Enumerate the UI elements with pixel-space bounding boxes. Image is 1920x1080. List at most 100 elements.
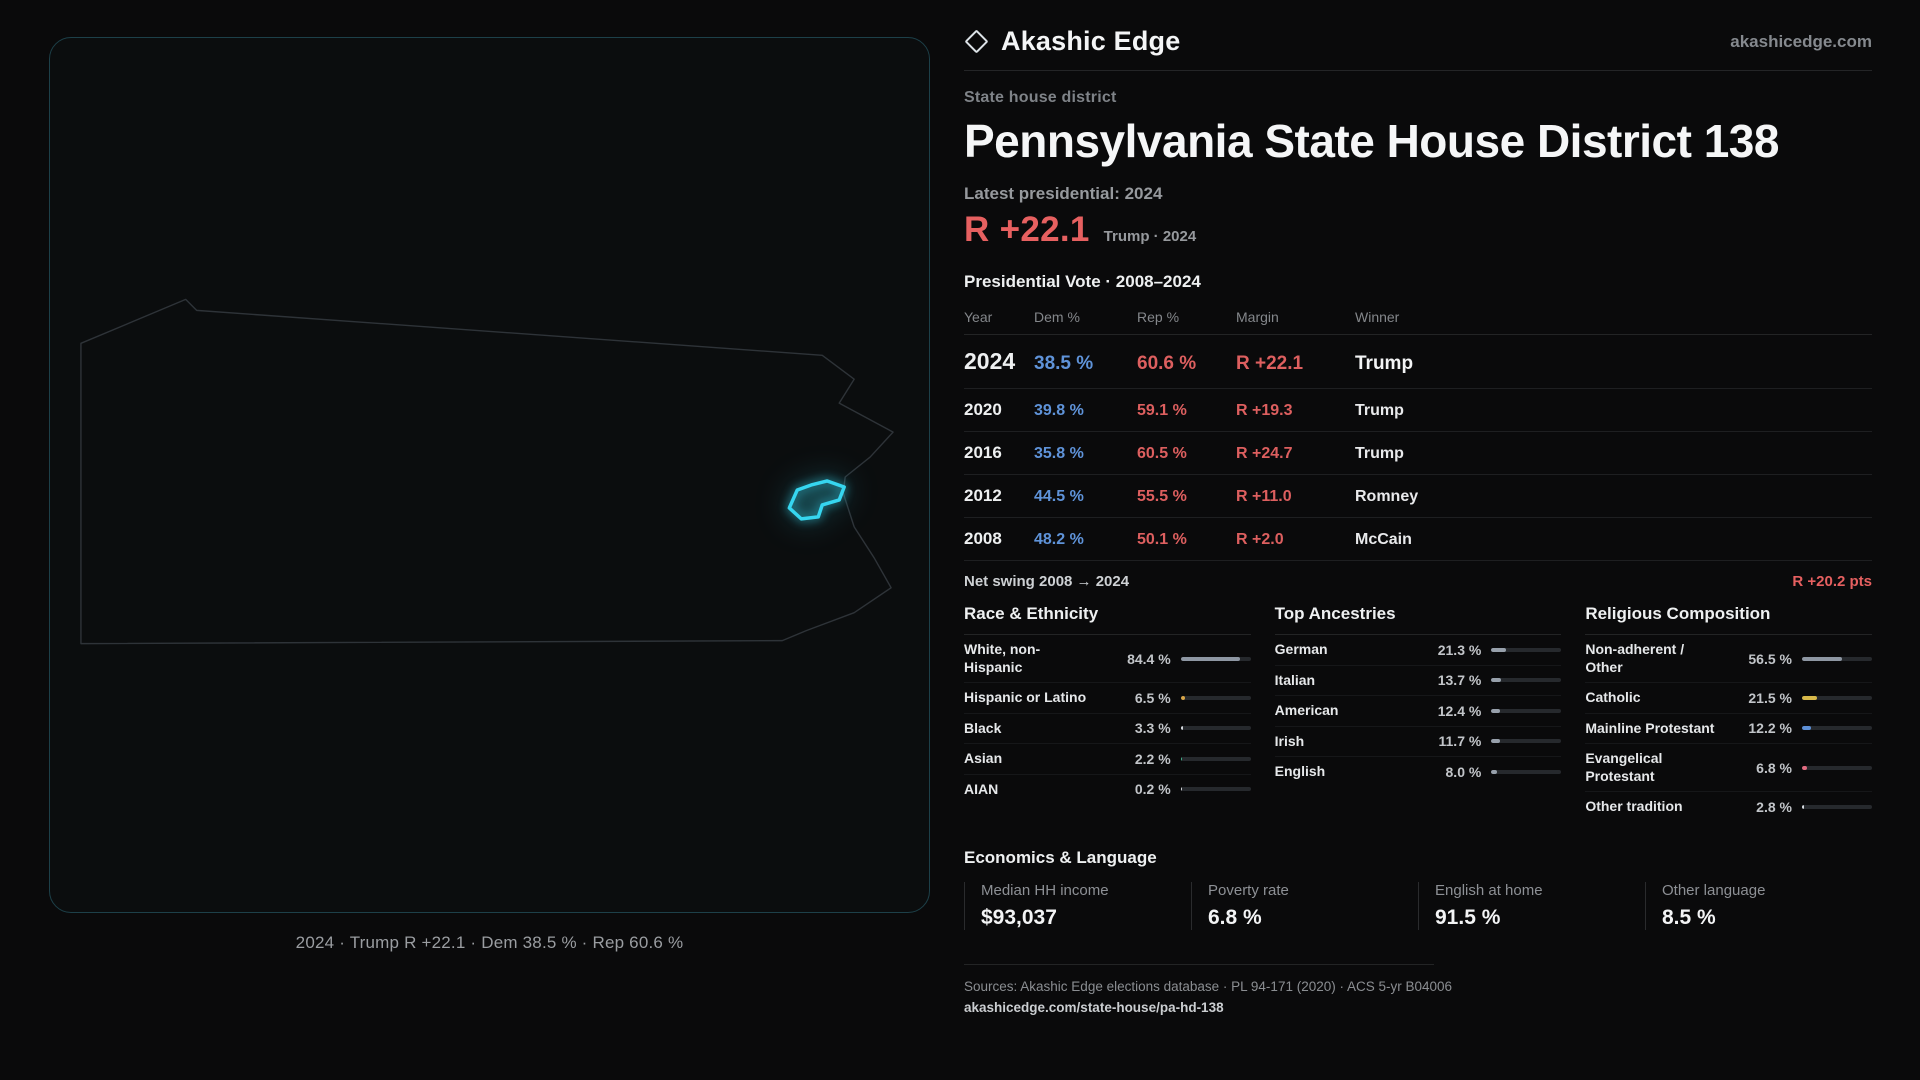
demo-label: Black — [964, 719, 1002, 736]
demo-bar-fill — [1180, 695, 1186, 700]
stat-label: Other language — [1662, 881, 1766, 899]
demo-label: Non-adherent / Other — [1585, 641, 1685, 675]
col-year: Year — [964, 309, 993, 325]
demo-value: 11.7 % — [1438, 733, 1482, 750]
cell-year: 2012 — [964, 486, 1002, 505]
demo-value: 6.8 % — [1756, 759, 1792, 776]
stat-label: English at home — [1435, 881, 1543, 899]
demo-label: Other tradition — [1585, 798, 1683, 814]
economics-stat: Median HH income $93,037 — [964, 881, 1191, 930]
demo-label: Catholic — [1585, 689, 1641, 705]
demo-label: Hispanic or Latino — [964, 689, 1087, 705]
vote-table-body: 2024 38.5 % 60.6 % R +22.1 Trump 2020 39… — [964, 335, 1872, 561]
cell-margin: R +24.7 — [1236, 445, 1293, 462]
econ-stats: Median HH income $93,037 Poverty rate 6.… — [964, 881, 1872, 930]
demo-label: American — [1274, 702, 1339, 718]
demo-bar-fill — [1801, 656, 1842, 661]
cell-dem: 35.8 % — [1034, 445, 1084, 462]
table-row: 2024 38.5 % 60.6 % R +22.1 Trump — [964, 335, 1872, 389]
cell-year: 2016 — [964, 443, 1002, 462]
latest-presidential-label: Latest presidential: 2024 — [964, 184, 1163, 203]
demo-bar-fill — [1491, 739, 1500, 744]
demo-value: 8.0 % — [1445, 763, 1482, 780]
cell-rep: 50.1 % — [1137, 531, 1187, 548]
district-138-shape[interactable] — [787, 479, 846, 521]
demo-section-title: Top Ancestries — [1274, 604, 1562, 635]
vote-table-header: Year Dem % Rep % Margin Winner — [964, 300, 1872, 335]
demo-bar-fill — [1180, 756, 1183, 761]
demo-bar-track — [1180, 787, 1251, 792]
diamond-logo-icon — [964, 29, 989, 54]
brand-name: Akashic Edge — [1001, 26, 1181, 56]
cell-margin: R +22.1 — [1236, 353, 1304, 374]
cell-winner: Trump — [1355, 445, 1404, 462]
demo-label: Mainline Protestant — [1585, 719, 1715, 736]
cell-dem: 39.8 % — [1034, 402, 1084, 419]
stat-value: $93,037 — [981, 905, 1057, 929]
demo-value: 6.5 % — [1134, 689, 1171, 706]
list-item: Black 3.3 % — [964, 714, 1251, 744]
col-margin: Margin — [1236, 309, 1279, 325]
list-item: Evangelical Protestant 6.8 % — [1585, 744, 1872, 792]
demo-list: Non-adherent / Other 56.5 % Catholic 21.… — [1585, 635, 1872, 822]
list-item: Catholic 21.5 % — [1585, 683, 1872, 714]
cell-year: 2020 — [964, 400, 1002, 419]
demographic-section: Top Ancestries German 21.3 % Italian 13.… — [1274, 604, 1562, 822]
demo-bar-fill — [1491, 708, 1500, 713]
stat-value: 91.5 % — [1435, 905, 1501, 929]
list-item: Hispanic or Latino 6.5 % — [964, 683, 1251, 714]
vote-table-title: Presidential Vote · 2008–2024 — [964, 272, 1201, 291]
cell-dem: 38.5 % — [1034, 353, 1094, 374]
demographics-grid: Race & Ethnicity White, non-Hispanic 84.… — [964, 604, 1872, 822]
col-rep: Rep % — [1137, 309, 1180, 325]
demo-label: AIAN — [964, 780, 999, 797]
permalink[interactable]: akashicedge.com/state-house/pa-hd-138 — [964, 999, 1224, 1015]
demo-label: Italian — [1274, 671, 1316, 688]
kicker: State house district — [964, 89, 1117, 106]
list-item: AIAN 0.2 % — [964, 775, 1251, 805]
cell-year: 2008 — [964, 529, 1002, 548]
economics-stat: Poverty rate 6.8 % — [1191, 881, 1418, 930]
demo-bar-track — [1180, 656, 1251, 661]
demo-bar-track — [1491, 769, 1562, 774]
demo-value: 21.3 % — [1437, 641, 1482, 658]
cell-margin: R +11.0 — [1236, 488, 1292, 505]
table-row: 2020 39.8 % 59.1 % R +19.3 Trump — [964, 389, 1872, 432]
demo-bar-fill — [1801, 765, 1807, 770]
net-swing-label: Net swing 2008 → 2024 — [964, 573, 1130, 590]
site-link[interactable]: akashicedge.com — [1730, 31, 1872, 51]
demo-section-title: Religious Composition — [1585, 604, 1872, 635]
footer-divider — [964, 963, 1434, 965]
pennsylvania-outline — [80, 298, 894, 645]
demo-bar-fill — [1801, 804, 1804, 809]
demo-value: 21.5 % — [1748, 689, 1792, 706]
stat-value: 8.5 % — [1662, 905, 1716, 929]
col-dem: Dem % — [1034, 309, 1080, 325]
demo-label: White, non-Hispanic — [964, 641, 1041, 675]
demo-bar-fill — [1491, 769, 1497, 774]
demo-bar-track — [1180, 726, 1251, 731]
demo-label: Irish — [1274, 732, 1305, 749]
demo-value: 0.2 % — [1134, 781, 1171, 798]
demo-bar-fill — [1801, 726, 1811, 731]
col-winner: Winner — [1355, 309, 1400, 325]
cell-winner: McCain — [1355, 531, 1412, 548]
demo-bar-fill — [1491, 678, 1501, 683]
demo-bar-track — [1801, 656, 1872, 661]
demo-bar-fill — [1491, 647, 1507, 652]
footer: Sources: Akashic Edge elections database… — [964, 963, 1872, 1015]
net-swing-value: R +20.2 pts — [1792, 573, 1872, 590]
report-panel: Akashic Edge akashicedge.com State house… — [964, 26, 1872, 1015]
sources-text: Sources: Akashic Edge elections database… — [964, 978, 1453, 994]
demo-bar-track — [1801, 726, 1872, 731]
headline-margin: R +22.1 — [964, 210, 1090, 249]
demo-section-title: Race & Ethnicity — [964, 604, 1251, 635]
cell-rep: 59.1 % — [1137, 402, 1187, 419]
stat-label: Poverty rate — [1208, 881, 1289, 899]
table-row: 2008 48.2 % 50.1 % R +2.0 McCain — [964, 518, 1872, 561]
table-row: 2016 35.8 % 60.5 % R +24.7 Trump — [964, 432, 1872, 475]
demo-bar-track — [1801, 765, 1872, 770]
stat-value: 6.8 % — [1208, 905, 1262, 929]
demo-bar-fill — [1180, 726, 1183, 731]
list-item: German 21.3 % — [1274, 635, 1562, 666]
